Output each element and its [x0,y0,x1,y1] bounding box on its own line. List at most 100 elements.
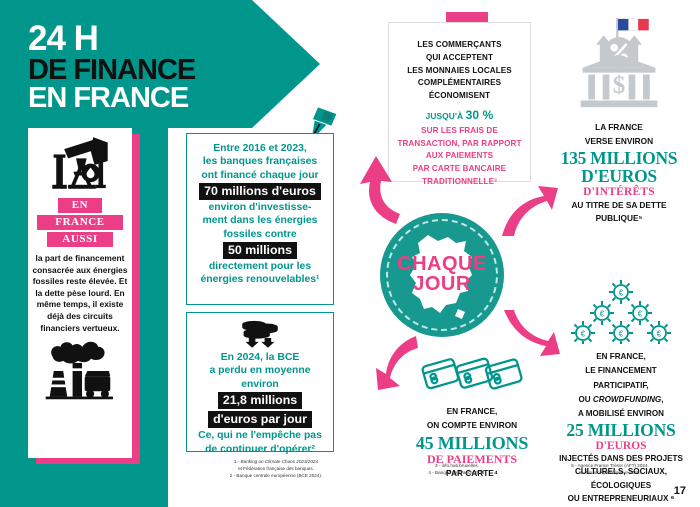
chaque-jour-circle: CHAQUE JOUR [380,213,504,337]
svg-text:€: € [657,330,662,339]
svg-text:€: € [638,310,643,319]
ribbon-en: EN [58,198,102,213]
en-france-aussi-card: EN FRANCE AUSSI la part de financement c… [28,128,132,458]
bank-building-icon: $ [580,17,658,108]
crowdfunding-amount: 25 MILLIONS [566,420,676,441]
bce-line-1: En 2024, la BCE [220,352,300,363]
footnotes-left: 1 - Banking on Climate Chaos 2023/2024 e… [186,458,366,479]
bce-line-2: a perdu en moyenne [209,365,311,377]
footnote-1: 1 - Banking on Climate Chaos 2023/2024 [233,459,319,464]
ribbon-aussi: AUSSI [47,232,113,247]
title-line-1: 24 H [28,19,99,58]
euro-gears-icon: € € [571,280,671,345]
svg-text:€: € [600,310,605,319]
bce-card-text: En 2024, la BCE a perdu en moyenne envir… [187,349,333,456]
merchants-savings-box: LES COMMERÇANTS QUI ACCEPTENT LES MONNAI… [388,22,531,186]
footnote-1b: et Fédération française des banques. [238,466,314,472]
bce-line-5: de continuer d'opérer² [205,443,315,455]
payments-line-2: ON COMPTE ENVIRON [426,420,518,431]
banks-line-1: Entre 2016 et 2023, [213,143,307,154]
en-france-aussi-ribbons: EN FRANCE AUSSI [37,198,123,249]
debt-line-4: PUBLIQUE⁵ [595,213,643,224]
circle-dashed-ring [386,219,498,331]
merchants-pink-4: PAR CARTE BANCAIRE [412,164,507,174]
debt-amount-line-1: 135 MILLIONS [560,147,678,168]
crowdfunding-line-4: OU CROWDFUNDING, [578,394,664,404]
left-card-body: la part de financement consacrée aux éne… [32,253,128,333]
footnote-2: 2 - Banque centrale européenne (BCE 2024… [229,473,323,479]
debt-amount-line-2: D'EUROS [581,166,657,187]
merchants-pink-5: TRADITIONNELLE³ [422,176,497,186]
crowdfunding-line-8: ÉCOLOGIQUES [590,480,652,490]
svg-text:$: $ [613,72,625,99]
debt-line-1: LA FRANCE [595,122,643,132]
crowdfunding-line-6: INJECTÉS DANS DES PROJETS [559,453,683,463]
circle-label-line-2: JOUR [413,273,471,295]
banks-line-4: environ d'investisse- [208,202,312,214]
arrow-to-crowdfunding-icon [504,310,560,356]
merchants-pink-1: SUR LES FRAIS DE [421,125,498,135]
header-arrow-banner [0,0,320,128]
svg-text:€: € [619,289,624,298]
crowdfunding-line-2: LE FINANCEMENT [585,366,657,376]
crowdfunding-euros-label: D'EUROS [595,439,647,452]
footnote-3: 3 - info.hub.bruxelles. [435,463,479,468]
bce-highlight-per-day: d'euros par jour [208,411,312,429]
coins-icon [242,320,278,348]
circle-label-line-1: CHAQUE [397,253,487,276]
crowdfunding-line-9: OU ENTREPRENEURIAUX ⁶ [567,493,675,503]
oil-pump-icon [52,137,108,189]
crowdfunding-line-1: EN FRANCE, [596,352,646,361]
banks-financing-card: Entre 2016 et 2023, les banques français… [186,133,334,305]
merchants-pink-text: SUR LES FRAIS DE TRANSACTION, PAR RAPPOR… [395,125,524,189]
merchants-line-2: QUI ACCEPTENT [425,52,494,62]
factory-icon [45,341,113,400]
crowdfunding-block: € € [548,280,694,505]
merchants-pink-3: AUX PAIEMENTS [425,151,494,161]
footnote-5: 5 - Agence France Trésor (AFT) 2024. [571,463,649,468]
merchants-text: LES COMMERÇANTS QUI ACCEPTENT LES MONNAI… [389,23,530,189]
debt-line-3: AU TITRE DE SA DETTE [571,199,667,210]
public-debt-block: $ LA FRANCE VERSE ENVIRON 135 MILLIONS D… [554,14,684,225]
bce-line-4: Ce, qui ne l'empêche pas [198,430,322,442]
card-payments-block: EN FRANCE, ON COMPTE ENVIRON 45 MILLIONS… [398,352,546,478]
payments-line-3: PAR CARTE⁴ [446,467,498,478]
bce-highlight-218m: 21,8 millions [217,391,303,410]
banks-line-2: les banques françaises [202,156,318,168]
banks-line-8: énergies renouvelables¹ [200,274,320,286]
bank-cards-icon [421,357,523,390]
debt-line-2: VERSE ENVIRON [584,136,654,147]
title-line-3: EN FRANCE [28,82,189,115]
crowdfunding-line-3: PARTICIPATIF, [593,380,649,390]
merchants-line-3: LES MONNAIES LOCALES [407,65,512,75]
crowdfunding-line-7: CULTURELS, SOCIAUX, [574,467,668,477]
ribbon-france: FRANCE [37,215,123,230]
bce-line-3: environ [241,378,279,390]
banks-line-7: directement pour les [208,261,312,273]
banks-line-5: ment dans les énergies [202,215,318,227]
debt-interests-label: D'INTÉRÊTS [583,185,655,198]
banks-highlight-70m: 70 millions d'euros [199,182,321,201]
page-number: 17 [673,485,686,497]
payments-line-1: EN FRANCE, [446,406,498,416]
circle-label: CHAQUE JOUR [397,255,487,294]
title-line-2: DE FINANCE [28,53,196,86]
banks-line-6: fossiles contre [223,228,297,240]
merchants-line-5: ÉCONOMISENT [428,91,491,101]
merchants-line-4: COMPLÉMENTAIRES [417,78,502,88]
arrow-to-merchants-icon [360,156,400,224]
page-title: 24 H DE FINANCE EN FRANCE [28,19,278,115]
arrow-to-payments-icon [376,336,418,390]
bce-loss-card: En 2024, la BCE a perdu en moyenne envir… [186,312,334,455]
payments-label: DE PAIEMENTS [426,451,518,466]
banks-highlight-50m: 50 millions [222,242,298,260]
france-map-icon [410,235,472,319]
merchants-savings-percent: JUSQU'À 30 % [425,107,494,122]
footnotes-right: 5 - Agence France Trésor (AFT) 2024. 6 -… [540,462,680,476]
crowdfunding-line-5: A MOBILISÉ ENVIRON [577,409,665,419]
merchants-line-1: LES COMMERÇANTS [417,40,502,49]
banks-line-3: ont financé chaque jour [201,169,319,181]
svg-text:€: € [619,330,624,339]
banks-card-text: Entre 2016 et 2023, les banques français… [187,134,333,287]
